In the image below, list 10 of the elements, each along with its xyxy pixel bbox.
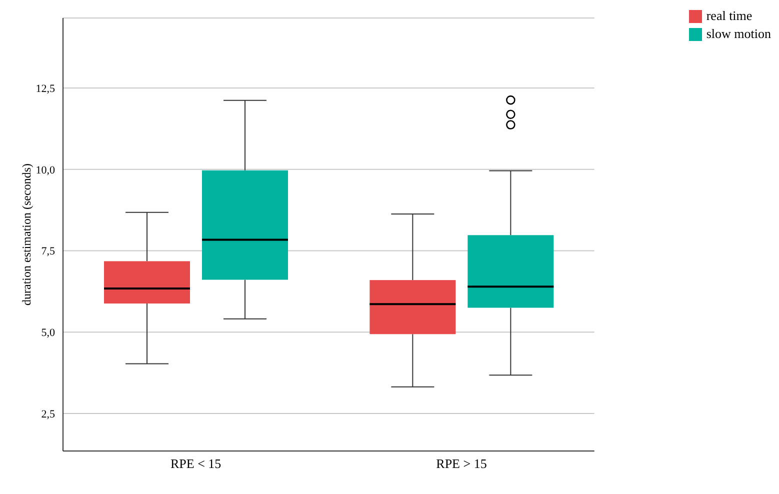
y-axis-title: duration estimation (seconds) (19, 164, 34, 306)
y-tick-label: 7,5 (41, 246, 56, 258)
x-tick-label: RPE < 15 (170, 456, 222, 472)
legend-label: slow motion (706, 26, 771, 42)
y-tick-label: 5,0 (41, 327, 56, 340)
y-tick-label: 12,5 (36, 82, 56, 95)
legend-label: real time (706, 8, 752, 24)
y-tick-label: 2,5 (41, 408, 56, 420)
y-tick-label: 10,0 (36, 164, 56, 176)
x-tick-label: RPE > 15 (436, 456, 487, 472)
